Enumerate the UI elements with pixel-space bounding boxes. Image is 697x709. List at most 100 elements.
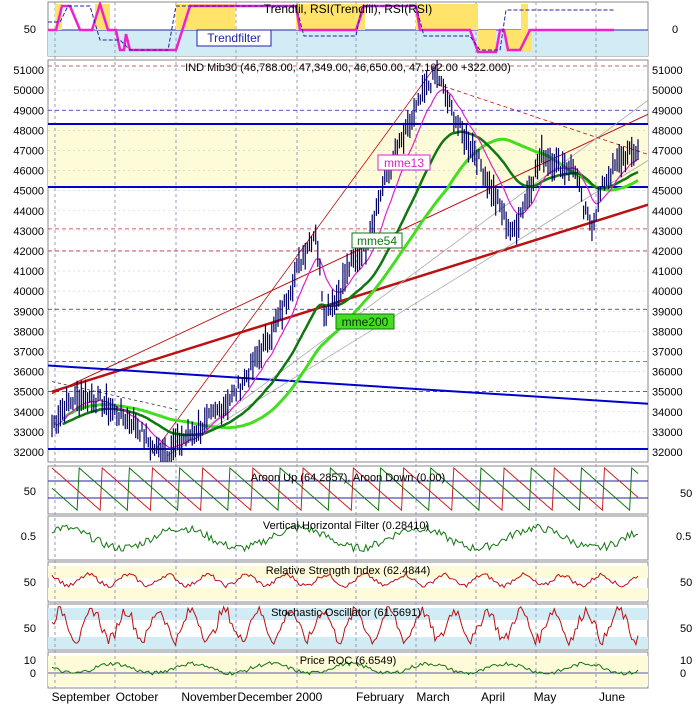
aroon-up-line	[51, 466, 639, 512]
month-label-april: April	[481, 690, 505, 704]
stoch-band-top	[48, 608, 648, 620]
trendfilter-title: Trendfil, RSI(Trendfil), RSI(RSI)	[264, 2, 432, 16]
trendline-upper-red	[51, 113, 648, 395]
price-plot	[48, 60, 648, 462]
price-tick-left-38000: 38000	[13, 326, 44, 338]
roc-left-axis-10: 10	[24, 655, 36, 667]
month-label-february: February	[356, 690, 404, 704]
price-tick-left-51000: 51000	[13, 65, 44, 77]
month-label-june: June	[599, 690, 625, 704]
price-tick-left-46000: 46000	[13, 166, 44, 178]
trendline-blue	[48, 364, 648, 405]
stoch-title: Stochastic Oscillator (61.5691)	[271, 607, 421, 619]
price-tick-right-45000: 45000	[652, 186, 683, 198]
vhf-line	[51, 523, 639, 553]
roc-line	[51, 661, 639, 676]
mme200-label-box	[335, 313, 395, 330]
rsi-plot	[51, 571, 639, 589]
channel-red-up	[152, 63, 438, 455]
month-axis: September October November December 2000…	[52, 690, 626, 704]
rsi-line	[51, 571, 639, 589]
price-tick-right-38000: 38000	[652, 326, 683, 338]
trend-yellow-low-1	[505, 30, 532, 52]
trend-yellow-low-0	[478, 30, 496, 52]
price-tick-right-35000: 35000	[652, 387, 683, 399]
mme13-label: mme13	[384, 156, 424, 170]
price-tick-right-40000: 40000	[652, 286, 683, 298]
mme13-line	[55, 89, 639, 449]
month-label-september: September	[52, 690, 111, 704]
mme13-label-box	[377, 154, 431, 171]
channel-grey-1	[166, 99, 648, 457]
month-label-december: December	[237, 690, 292, 704]
price-tick-right-42000: 42000	[652, 246, 683, 258]
price-bars	[51, 60, 639, 462]
stoch-band-bottom	[48, 637, 648, 649]
aroon-title: Aroon Up (64.2857), Aroon Down (0.00)	[251, 472, 445, 484]
price-tick-right-48000: 48000	[652, 125, 683, 137]
price-tick-right-33000: 33000	[652, 427, 683, 439]
price-tick-left-37000: 37000	[13, 346, 44, 358]
price-tick-right-32000: 32000	[652, 447, 683, 459]
price-tick-left-49000: 49000	[13, 105, 44, 117]
trend-yellow-3	[296, 4, 365, 30]
price-tick-left-50000: 50000	[13, 85, 44, 97]
vhf-left-axis: 0.5	[21, 531, 36, 543]
trend-band	[48, 30, 648, 56]
price-tick-left-40000: 40000	[13, 286, 44, 298]
month-label-may: May	[534, 690, 557, 704]
price-tick-left-32000: 32000	[13, 447, 44, 459]
rsi-right-axis: 50	[680, 577, 692, 589]
vhf-right-axis: 0.5	[676, 531, 691, 543]
channel-grey-2	[166, 160, 648, 457]
price-tick-left-42000: 42000	[13, 246, 44, 258]
price-tick-right-50000: 50000	[652, 85, 683, 97]
price-tick-right-51000: 51000	[652, 65, 683, 77]
roc-title: Price ROC (6.6549)	[300, 655, 397, 667]
roc-right-axis-0: 0	[680, 668, 686, 680]
month-label-october: October	[116, 690, 159, 704]
mme54-label: mme54	[357, 234, 397, 248]
price-tick-right-34000: 34000	[652, 407, 683, 419]
price-tick-left-33000: 33000	[13, 427, 44, 439]
price-tick-right-41000: 41000	[652, 266, 683, 278]
mme200-label: mme200	[342, 315, 389, 329]
roc-plot	[48, 661, 648, 676]
price-tick-left-34000: 34000	[13, 407, 44, 419]
stoch-left-axis: 50	[24, 623, 36, 635]
price-tick-left-36000: 36000	[13, 367, 44, 379]
price-tick-left-39000: 39000	[13, 306, 44, 318]
trendfilter-plot	[48, 2, 648, 54]
rsi-band-bottom	[48, 588, 648, 600]
trend-yellow-5	[521, 4, 528, 30]
price-tick-right-49000: 49000	[652, 105, 683, 117]
trendfilter-label-box	[196, 29, 272, 47]
panel-frame-price	[47, 59, 649, 463]
month-label-2000: 2000	[296, 690, 323, 704]
stoch-plot	[51, 605, 639, 647]
rsi-left-axis: 50	[24, 577, 36, 589]
vhf-plot	[51, 523, 639, 553]
stoch-right-axis: 50	[680, 623, 692, 635]
price-tick-right-44000: 44000	[652, 206, 683, 218]
price-tick-left-45000: 45000	[13, 186, 44, 198]
price-tick-right-46000: 46000	[652, 166, 683, 178]
trend-yellow-4	[416, 4, 478, 30]
rsi-band-top	[48, 566, 648, 578]
rsi-title: Relative Strength Index (62.4844)	[266, 565, 431, 577]
mme54-label-box	[351, 232, 403, 249]
aroon-right-axis-50: 50	[680, 488, 692, 500]
month-label-november: November	[181, 690, 236, 704]
price-tick-right-36000: 36000	[652, 367, 683, 379]
roc-left-axis-0: 0	[30, 668, 36, 680]
price-title: IND Mib30 (46,788.00, 47,349.00, 46,650.…	[185, 62, 511, 74]
price-tick-left-48000: 48000	[13, 125, 44, 137]
price-tick-right-37000: 37000	[652, 346, 683, 358]
aroon-plot	[48, 466, 648, 512]
price-tick-right-43000: 43000	[652, 226, 683, 238]
trendline-red-dashed	[436, 83, 648, 155]
month-label-march: March	[416, 690, 449, 704]
trendfilter-label: Trendfilter	[207, 31, 261, 45]
